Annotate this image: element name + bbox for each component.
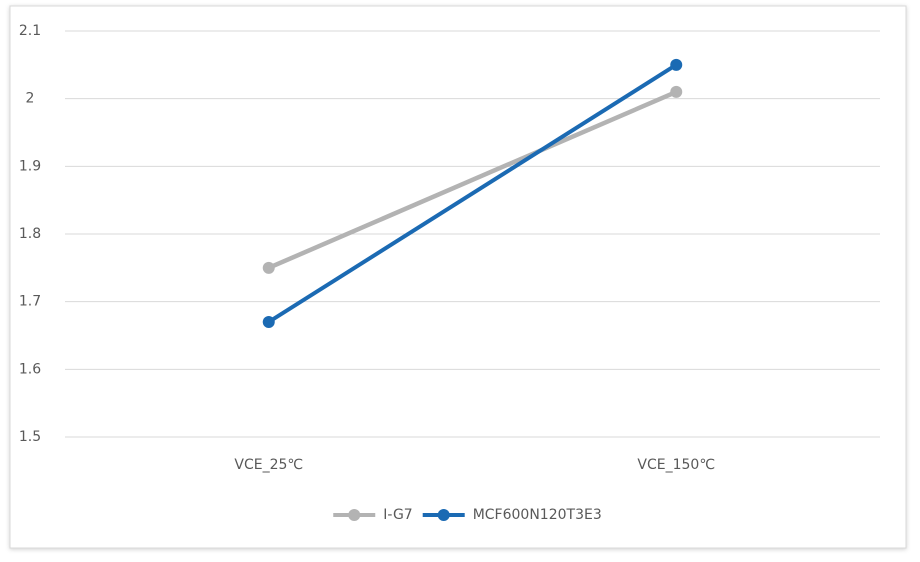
y-tick-label: 2.1 (19, 23, 41, 39)
y-tick-label: 1.7 (19, 294, 41, 310)
marker (262, 315, 275, 328)
chart-frame (9, 5, 907, 549)
marker (670, 58, 683, 71)
series-line (267, 63, 678, 324)
marker (670, 85, 683, 98)
legend-marker (437, 509, 450, 521)
y-tick-label: 1.6 (19, 361, 41, 377)
y-tick-label: 1.5 (19, 429, 41, 445)
y-tick-label: 1.9 (19, 158, 41, 174)
y-tick-label: 1.8 (19, 226, 41, 242)
x-tick-label: VCE_150℃ (637, 457, 715, 473)
series-line (267, 89, 678, 270)
y-tick-label: 2 (26, 91, 35, 107)
legend-item: MCF600N120T3E3 (422, 507, 602, 523)
legend-label: I-G7 (383, 507, 412, 523)
legend-marker (348, 509, 361, 521)
marker (262, 261, 275, 274)
legend-label: MCF600N120T3E3 (473, 507, 602, 523)
x-tick-label: VCE_25℃ (234, 457, 303, 473)
legend-item: I-G7 (333, 507, 413, 523)
